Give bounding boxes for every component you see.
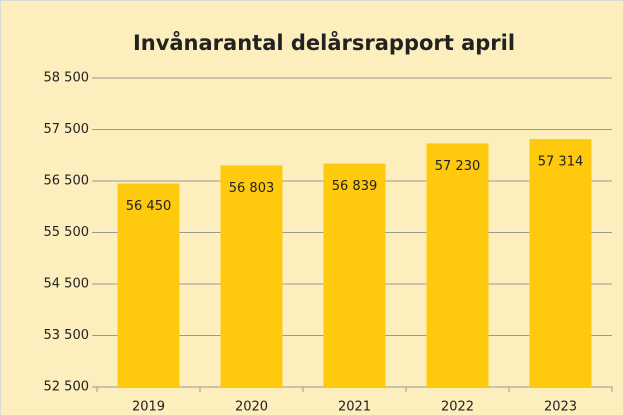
y-tick-label: 56 500: [44, 174, 90, 189]
y-tick-label: 58 500: [44, 71, 90, 86]
bar: [529, 139, 592, 387]
y-tick-label: 55 500: [44, 225, 90, 240]
value-label: 57 314: [538, 155, 584, 170]
bar: [220, 165, 283, 387]
x-tick-label: 2022: [441, 400, 474, 415]
y-tick-label: 54 500: [44, 277, 90, 292]
x-tick-label: 2021: [338, 400, 371, 415]
value-label: 56 450: [126, 199, 172, 214]
x-tick-label: 2020: [235, 400, 268, 415]
y-tick-label: 53 500: [44, 328, 90, 343]
chart-title: Invånarantal delårsrapport april: [133, 30, 515, 55]
value-label: 56 803: [229, 181, 275, 196]
x-tick-label: 2023: [544, 400, 577, 415]
bar: [117, 183, 180, 387]
bar: [323, 163, 386, 387]
value-label: 57 230: [435, 159, 481, 174]
value-label: 56 839: [332, 179, 378, 194]
bar: [426, 143, 489, 387]
y-tick-label: 52 500: [44, 380, 90, 395]
y-tick-label: 57 500: [44, 122, 90, 137]
x-tick-label: 2019: [132, 400, 165, 415]
